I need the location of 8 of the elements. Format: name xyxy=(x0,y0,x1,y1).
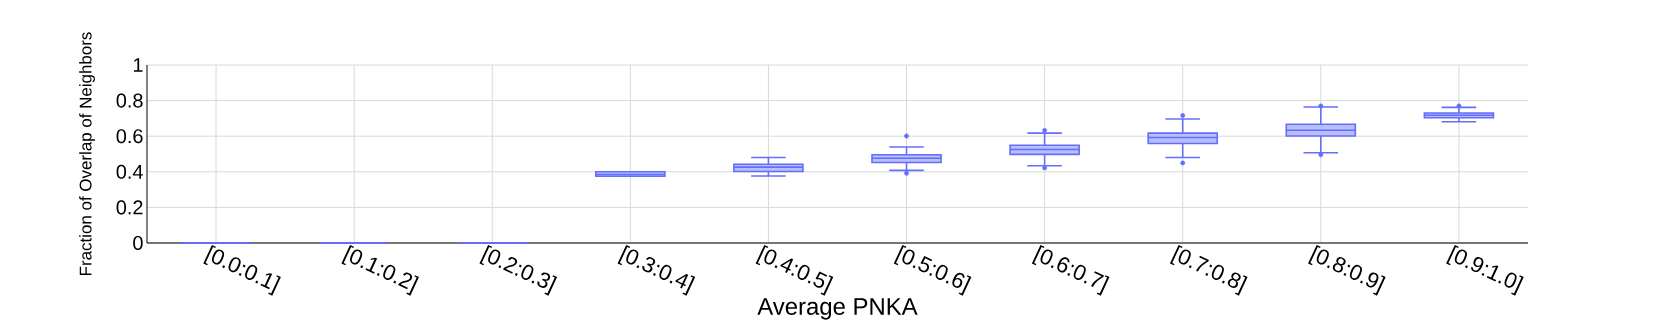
y-tick-label: 0 xyxy=(133,235,143,251)
x-axis-title: Average PNKA xyxy=(757,298,918,320)
y-axis-title: Fraction of Overlap of Neighbors xyxy=(79,32,95,275)
y-tick-label: 0.6 xyxy=(116,129,143,144)
y-tick-label: 0.8 xyxy=(116,93,143,108)
y-tick-label: 1 xyxy=(133,58,143,72)
y-tick-label: 0.2 xyxy=(116,200,143,215)
y-tick-label: 0.4 xyxy=(116,164,143,179)
